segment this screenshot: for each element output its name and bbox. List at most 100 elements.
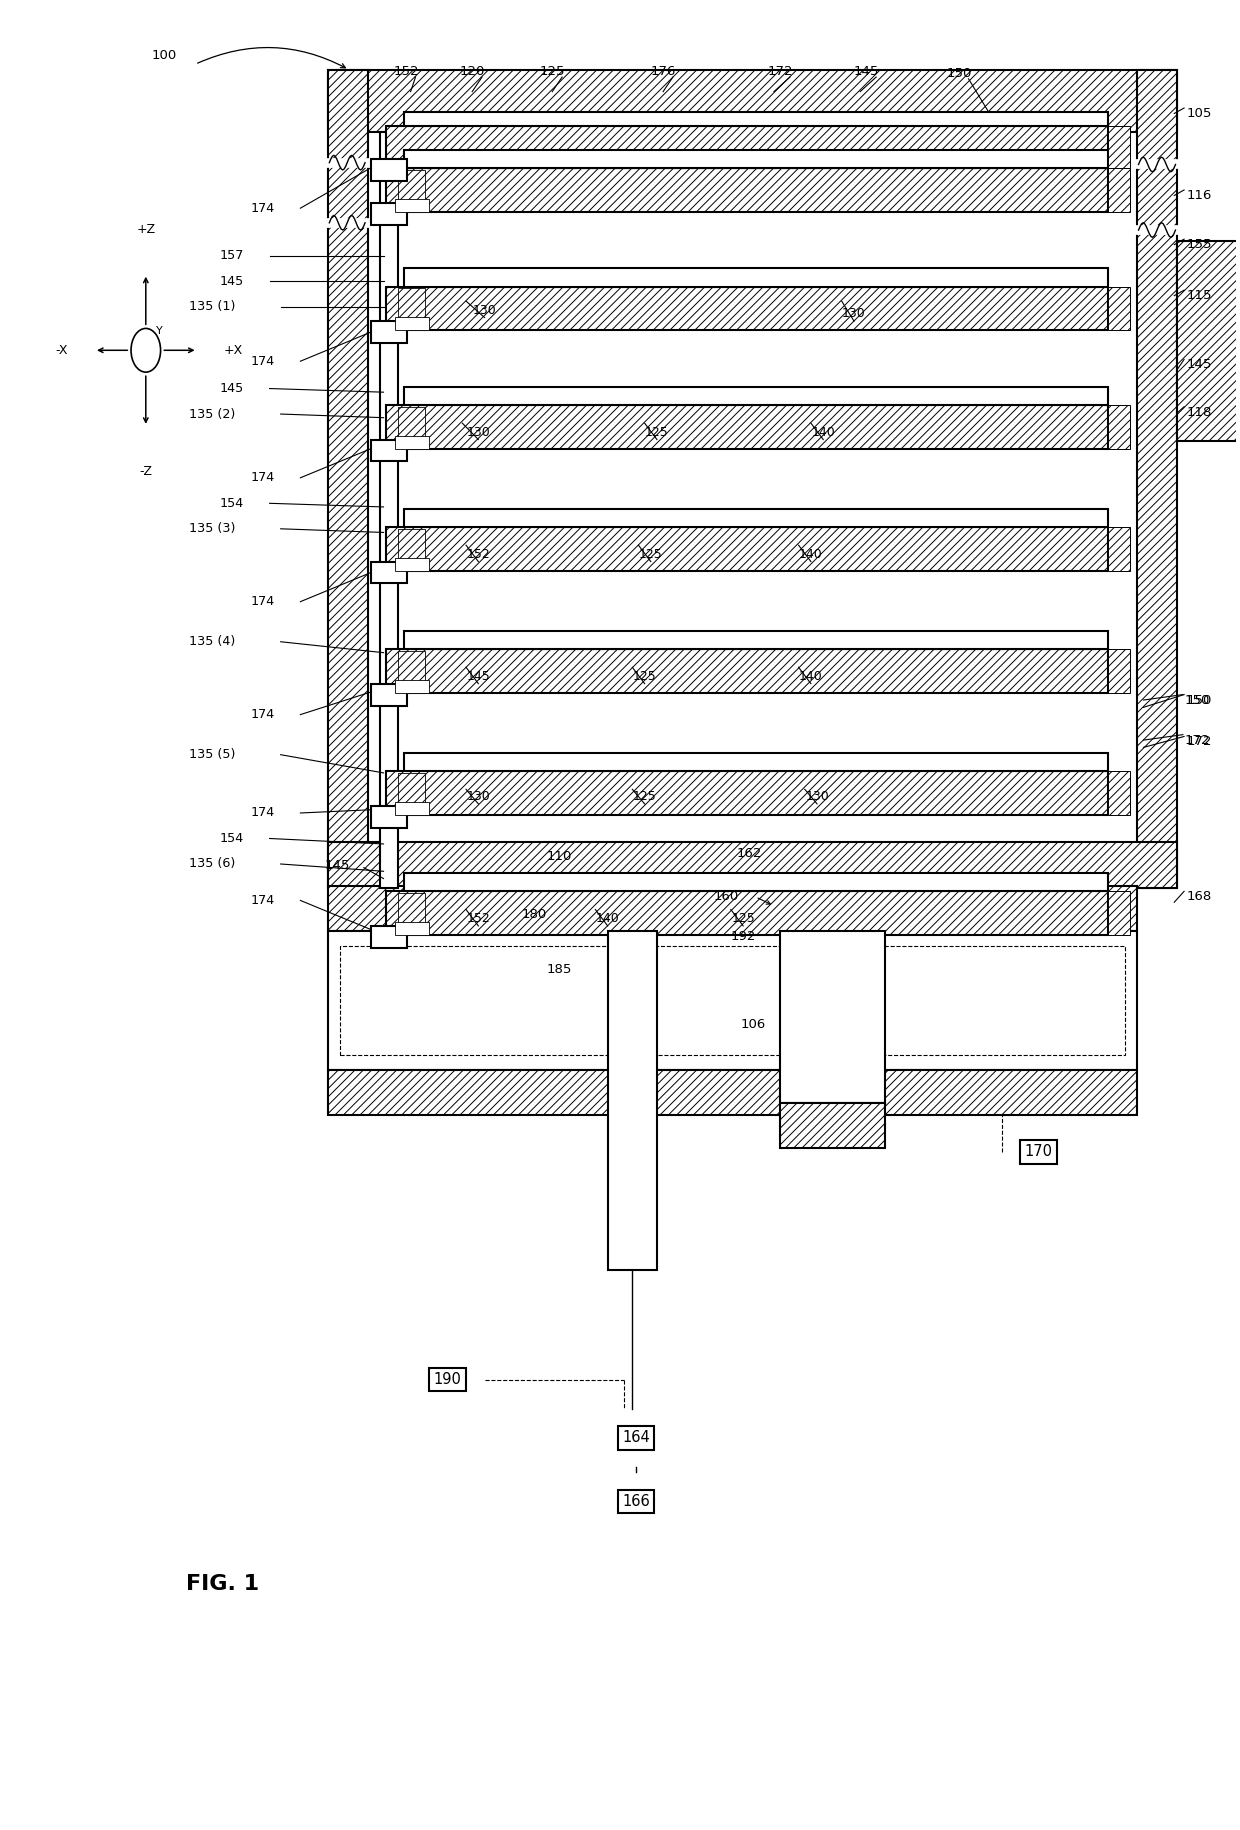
Text: 125: 125 xyxy=(732,911,755,926)
Text: 170: 170 xyxy=(1024,1144,1053,1160)
Text: Y: Y xyxy=(156,326,162,335)
Bar xyxy=(386,527,1107,571)
Text: 160: 160 xyxy=(713,889,739,904)
Bar xyxy=(398,170,425,207)
Circle shape xyxy=(131,328,161,371)
Text: 174: 174 xyxy=(250,472,275,485)
Text: 105: 105 xyxy=(1187,106,1211,121)
Bar xyxy=(398,529,425,565)
Text: 125: 125 xyxy=(539,66,565,79)
Bar xyxy=(1107,287,1130,329)
Bar xyxy=(371,439,407,461)
Text: 106: 106 xyxy=(740,1017,766,1030)
Text: 154: 154 xyxy=(219,833,244,845)
Bar xyxy=(329,1071,1137,1114)
Bar xyxy=(398,651,425,688)
Text: 140: 140 xyxy=(811,426,835,439)
Bar xyxy=(371,562,407,584)
Bar xyxy=(1107,126,1130,168)
Bar xyxy=(329,70,367,888)
Bar xyxy=(394,802,429,814)
Bar xyxy=(386,650,1107,694)
Text: -X: -X xyxy=(56,344,68,357)
Bar xyxy=(404,752,1107,770)
Bar xyxy=(329,931,1137,1071)
Text: 100: 100 xyxy=(153,49,177,62)
Bar xyxy=(386,168,1107,212)
Bar xyxy=(394,317,429,329)
Text: 150: 150 xyxy=(1187,694,1211,706)
Bar xyxy=(371,684,407,706)
Bar xyxy=(371,805,407,827)
Bar xyxy=(386,287,1107,329)
Bar xyxy=(1137,70,1177,888)
Text: 152: 152 xyxy=(393,66,419,79)
Bar xyxy=(780,931,885,1103)
Bar xyxy=(386,891,1107,935)
Text: 172: 172 xyxy=(1184,734,1209,747)
Bar xyxy=(371,926,407,948)
Text: 190: 190 xyxy=(434,1372,461,1387)
Text: 155: 155 xyxy=(1187,238,1211,251)
Text: +Z: +Z xyxy=(136,223,155,236)
Text: 168: 168 xyxy=(1187,889,1211,904)
Bar xyxy=(398,289,425,324)
Text: 154: 154 xyxy=(219,496,244,511)
Text: 185: 185 xyxy=(546,963,572,975)
Bar xyxy=(1107,404,1130,448)
Text: 174: 174 xyxy=(250,893,275,908)
Text: 125: 125 xyxy=(632,791,656,803)
Text: 140: 140 xyxy=(799,547,823,560)
Text: 130: 130 xyxy=(472,304,496,317)
Text: 145: 145 xyxy=(466,670,490,683)
Bar xyxy=(394,558,429,571)
Bar xyxy=(371,203,407,225)
Text: 145: 145 xyxy=(219,382,244,395)
Bar xyxy=(394,436,429,448)
Text: 174: 174 xyxy=(250,595,275,608)
Text: 176: 176 xyxy=(651,66,676,79)
Text: 172: 172 xyxy=(1187,736,1211,748)
Text: 115: 115 xyxy=(1187,289,1211,302)
Bar xyxy=(329,70,1177,132)
Bar xyxy=(371,159,407,181)
Text: 152: 152 xyxy=(466,547,490,560)
Bar xyxy=(394,922,429,935)
Text: 150: 150 xyxy=(946,68,972,81)
Text: 166: 166 xyxy=(622,1493,650,1510)
Bar xyxy=(371,320,407,342)
Bar xyxy=(398,406,425,443)
Text: 140: 140 xyxy=(595,911,620,926)
Bar xyxy=(780,1103,885,1147)
Text: 130: 130 xyxy=(466,426,490,439)
Text: 116: 116 xyxy=(1187,188,1211,201)
Text: FIG. 1: FIG. 1 xyxy=(186,1574,259,1594)
Text: 135 (6): 135 (6) xyxy=(188,858,236,871)
Bar xyxy=(341,946,1125,1056)
Bar xyxy=(404,269,1107,287)
Bar xyxy=(386,404,1107,448)
Text: 162: 162 xyxy=(737,847,763,860)
Bar xyxy=(1107,891,1130,935)
Bar xyxy=(379,132,398,888)
Bar xyxy=(329,842,1177,888)
Bar xyxy=(404,112,1107,126)
Bar xyxy=(398,893,425,930)
Bar xyxy=(404,386,1107,404)
Text: 130: 130 xyxy=(805,791,830,803)
Text: 135 (4): 135 (4) xyxy=(188,635,236,648)
Bar xyxy=(386,126,1107,168)
Text: -Z: -Z xyxy=(139,465,153,478)
Text: 150: 150 xyxy=(1184,694,1209,706)
Text: 135 (5): 135 (5) xyxy=(188,748,236,761)
Bar xyxy=(1107,527,1130,571)
Text: 192: 192 xyxy=(730,930,756,942)
Bar xyxy=(404,509,1107,527)
Bar xyxy=(1107,650,1130,694)
Text: 145: 145 xyxy=(1187,359,1211,371)
Text: 135 (3): 135 (3) xyxy=(188,522,236,536)
Bar xyxy=(394,199,429,212)
Text: 135 (2): 135 (2) xyxy=(188,408,236,421)
Text: 172: 172 xyxy=(768,66,794,79)
Text: 174: 174 xyxy=(250,201,275,214)
